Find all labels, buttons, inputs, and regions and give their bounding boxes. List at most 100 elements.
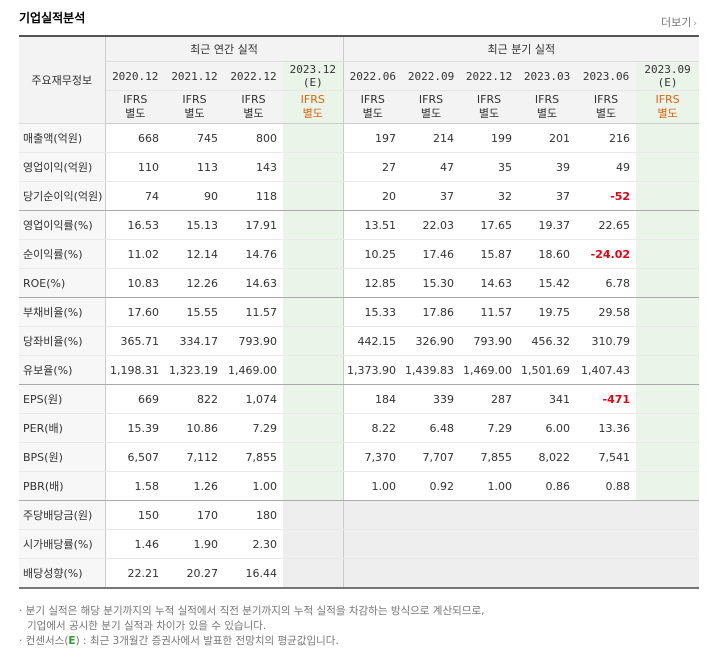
table-cell: 22.03 xyxy=(402,210,461,240)
table-cell xyxy=(283,471,344,501)
table-cell xyxy=(460,529,519,559)
period-header: 2023.12 (E) xyxy=(283,61,344,91)
table-cell: 1,439.83 xyxy=(402,355,461,385)
table-cell: 17.46 xyxy=(402,239,461,269)
table-cell: 14.76 xyxy=(224,239,283,269)
period-header: 2023.03 xyxy=(518,61,577,91)
table-cell: 113 xyxy=(165,152,224,182)
estimate-mark: E xyxy=(68,635,76,647)
table-cell xyxy=(518,558,577,589)
row-label: 영업이익률(%) xyxy=(19,210,106,240)
ifrs-header: IFRS 별도 xyxy=(105,90,165,124)
table-cell xyxy=(283,500,344,530)
table-cell xyxy=(283,123,344,153)
table-row: 순이익률(%) 11.02 12.14 14.76 10.25 17.46 15.87 18.… xyxy=(19,239,700,269)
table-cell: 1,198.31 xyxy=(105,355,165,385)
table-cell: 20.27 xyxy=(165,558,224,589)
table-cell: 1,469.00 xyxy=(224,355,283,385)
table-cell: 20 xyxy=(343,181,403,211)
row-label: 매출액(억원) xyxy=(19,123,106,153)
table-cell xyxy=(636,471,700,501)
financial-table: 주요재무정보 최근 연간 실적 최근 분기 실적 2020.12 2021.12 2… xyxy=(19,35,700,589)
table-cell: 180 xyxy=(224,500,283,530)
table-cell: 365.71 xyxy=(105,326,165,356)
table-cell: 15.33 xyxy=(343,297,403,327)
table-cell: 18.60 xyxy=(518,239,577,269)
table-cell: 800 xyxy=(224,123,283,153)
table-cell: 1.26 xyxy=(165,471,224,501)
table-row: EPS(원) 669 822 1,074 184 339 287 341 -471 xyxy=(19,384,700,414)
table-cell: 822 xyxy=(165,384,224,414)
separate-label: 별도 xyxy=(595,107,617,120)
table-cell: 0.92 xyxy=(402,471,461,501)
table-cell xyxy=(636,268,700,298)
table-cell: 6.48 xyxy=(402,413,461,443)
table-cell xyxy=(460,500,519,530)
table-cell xyxy=(283,442,344,472)
table-cell: 16.44 xyxy=(224,558,283,589)
table-cell: 110 xyxy=(105,152,165,182)
table-row: PER(배) 15.39 10.86 7.29 8.22 6.48 7.29 6.00 13.3… xyxy=(19,413,700,443)
row-label: 시가배당률(%) xyxy=(19,529,106,559)
table-cell: 184 xyxy=(343,384,403,414)
table-cell: 1.00 xyxy=(460,471,519,501)
table-cell: 339 xyxy=(402,384,461,414)
row-label: PBR(배) xyxy=(19,471,106,501)
table-row: 유보율(%) 1,198.31 1,323.19 1,469.00 1,373.90 1,… xyxy=(19,355,700,385)
table-cell xyxy=(402,529,461,559)
table-cell: 11.02 xyxy=(105,239,165,269)
table-cell: 0.88 xyxy=(576,471,637,501)
table-cell: 17.60 xyxy=(105,297,165,327)
table-cell xyxy=(343,500,403,530)
table-cell xyxy=(283,268,344,298)
row-label: BPS(원) xyxy=(19,442,106,472)
table-cell: 15.39 xyxy=(105,413,165,443)
row-label: 순이익률(%) xyxy=(19,239,106,269)
chevron-right-icon: › xyxy=(693,19,697,29)
table-cell xyxy=(636,239,700,269)
table-cell: 668 xyxy=(105,123,165,153)
table-cell: 1,469.00 xyxy=(460,355,519,385)
table-cell xyxy=(636,384,700,414)
table-cell: 11.57 xyxy=(460,297,519,327)
table-cell xyxy=(283,326,344,356)
table-cell: 37 xyxy=(518,181,577,211)
separate-label: 별도 xyxy=(536,107,558,120)
table-cell: 199 xyxy=(460,123,519,153)
table-cell: 35 xyxy=(460,152,519,182)
table-row: 당기순이익(억원) 74 90 118 20 37 32 37 -52 xyxy=(19,181,700,211)
estimate-label: (E) xyxy=(302,76,323,89)
quarterly-group-header: 최근 분기 실적 xyxy=(343,35,700,62)
table-cell: 15.13 xyxy=(165,210,224,240)
table-cell: 14.63 xyxy=(460,268,519,298)
ifrs-label: IFRS xyxy=(476,93,502,106)
separate-label: 별도 xyxy=(302,107,323,120)
table-cell: 7,541 xyxy=(576,442,637,472)
period-header: 2022.09 xyxy=(402,61,461,91)
table-cell: 143 xyxy=(224,152,283,182)
separate-label: 별도 xyxy=(478,107,500,120)
table-cell: 6,507 xyxy=(105,442,165,472)
table-cell xyxy=(283,181,344,211)
table-cell: 17.91 xyxy=(224,210,283,240)
more-link[interactable]: 더보기 › xyxy=(661,14,697,30)
table-cell xyxy=(518,529,577,559)
table-cell: 456.32 xyxy=(518,326,577,356)
table-row: 배당성향(%) 22.21 20.27 16.44 xyxy=(19,558,700,589)
ifrs-label: IFRS xyxy=(593,93,619,106)
footnote-1-cont: 기업에서 공시한 분기 실적과 차이가 있을 수 있습니다. xyxy=(27,620,267,632)
table-cell: 8,022 xyxy=(518,442,577,472)
table-cell: 17.86 xyxy=(402,297,461,327)
table-cell: 287 xyxy=(460,384,519,414)
table-cell: 15.30 xyxy=(402,268,461,298)
table-row: 시가배당률(%) 1.46 1.90 2.30 xyxy=(19,529,700,559)
table-cell: 793.90 xyxy=(224,326,283,356)
table-cell: 22.65 xyxy=(576,210,637,240)
table-cell xyxy=(576,558,637,589)
table-cell xyxy=(636,558,700,589)
table-cell: 793.90 xyxy=(460,326,519,356)
table-cell: 310.79 xyxy=(576,326,637,356)
table-cell xyxy=(343,529,403,559)
table-cell: 1.46 xyxy=(105,529,165,559)
period-header: 2022.06 xyxy=(343,61,403,91)
